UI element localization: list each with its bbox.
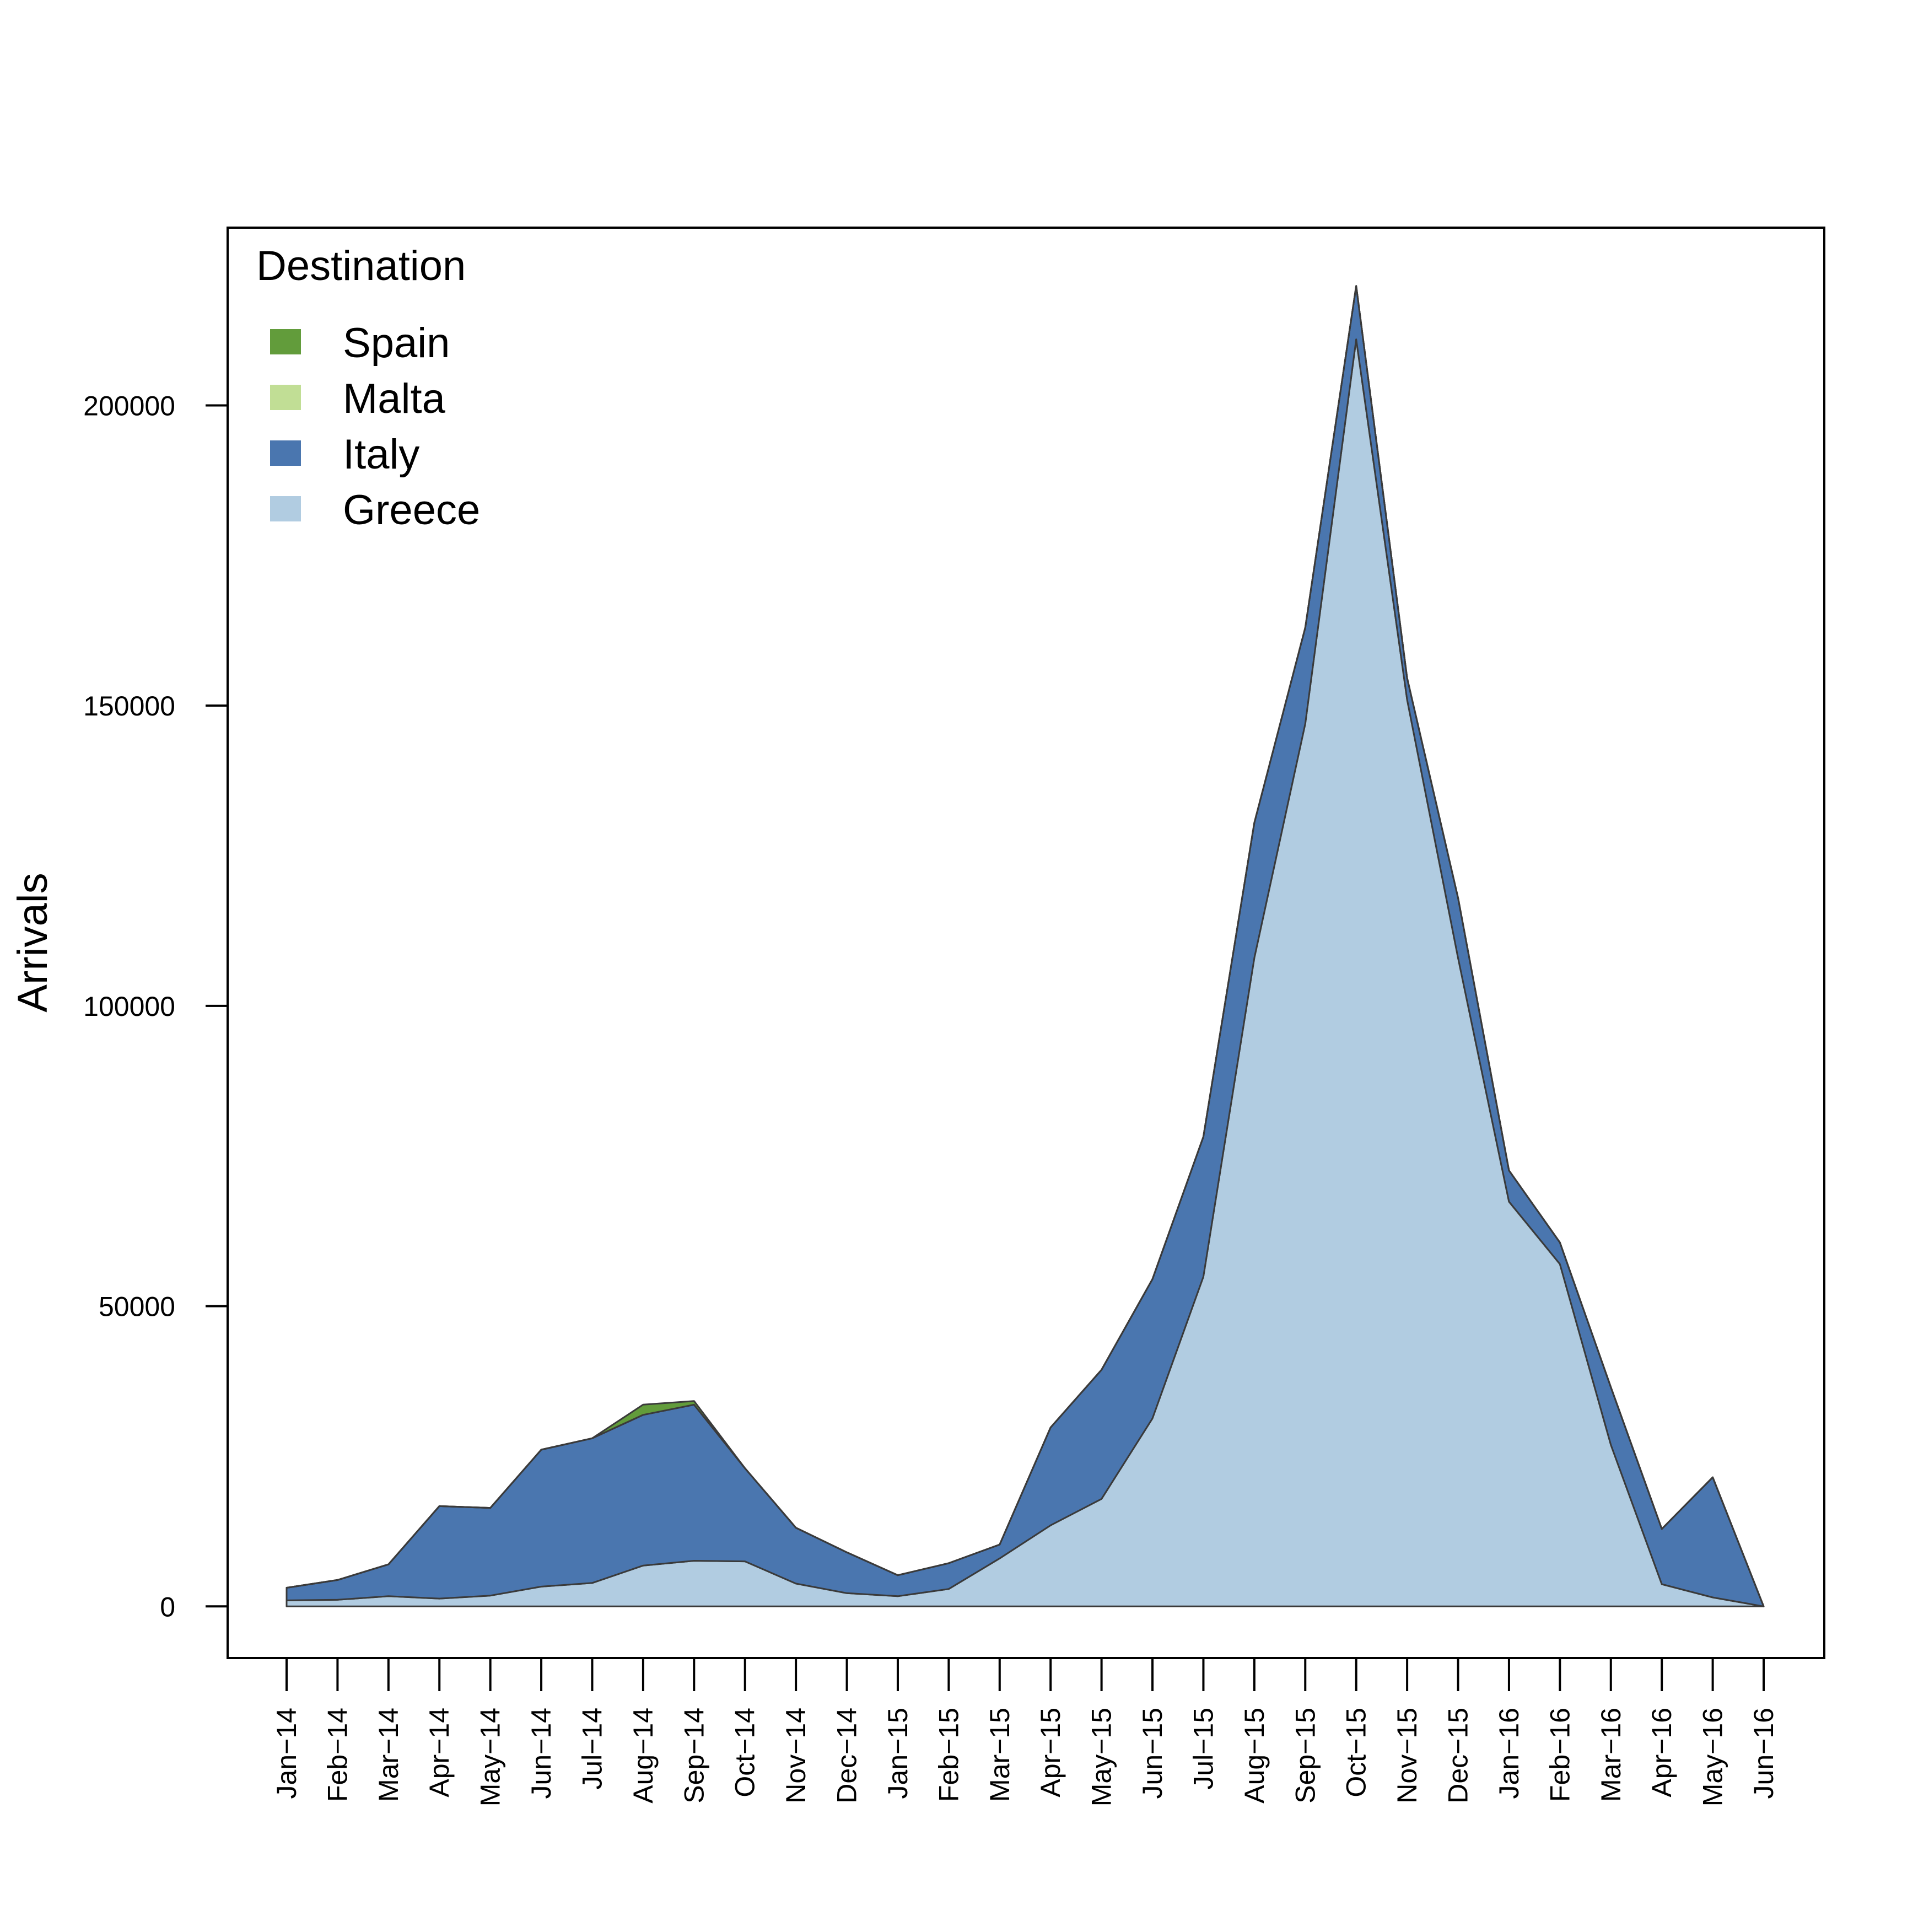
x-tick-label: Mar−15: [984, 1708, 1015, 1802]
x-tick-label: May−14: [475, 1708, 506, 1806]
areas-layer: [285, 285, 1765, 1607]
x-tick-label: Oct−14: [730, 1708, 761, 1798]
area-spain: [285, 285, 1765, 1607]
x-tick-label: Feb−15: [933, 1708, 964, 1802]
x-tick-label: Dec−15: [1443, 1708, 1474, 1804]
legend: Destination Spain Malta Italy Greece: [256, 243, 480, 534]
y-tick-label: 0: [160, 1591, 175, 1622]
x-tick-label: Jun−15: [1137, 1708, 1168, 1799]
x-tick-label: Mar−14: [373, 1708, 404, 1802]
legend-swatch-greece: [270, 496, 301, 521]
x-tick-label: Jan−15: [882, 1708, 913, 1799]
legend-swatch-malta: [270, 385, 301, 410]
x-tick-label: Oct−15: [1341, 1708, 1372, 1798]
x-tick-label: Jul−15: [1188, 1708, 1219, 1790]
x-tick-label: Sep−14: [678, 1708, 709, 1804]
x-tick-label: Apr−16: [1646, 1708, 1677, 1798]
x-tick-label: Mar−16: [1596, 1708, 1626, 1802]
x-tick-label: May−15: [1086, 1708, 1117, 1806]
y-tick-label: 150000: [83, 691, 175, 722]
x-tick-label: Jul−14: [576, 1708, 607, 1790]
x-tick-label: Feb−16: [1544, 1708, 1575, 1802]
x-tick-label: Apr−15: [1035, 1708, 1066, 1798]
x-tick-label: Aug−15: [1239, 1708, 1270, 1804]
legend-label-malta: Malta: [343, 375, 446, 422]
plot-frame: [227, 227, 1825, 1659]
legend-title: Destination: [256, 243, 466, 289]
legend-swatch-spain: [270, 329, 301, 354]
y-tick-label: 200000: [83, 390, 175, 421]
x-tick-label: Nov−15: [1392, 1708, 1422, 1804]
x-tick-label: Feb−14: [322, 1708, 353, 1802]
y-tick-label: 50000: [99, 1291, 175, 1322]
x-tick-label: Dec−14: [832, 1708, 863, 1804]
x-tick-label: Jan−16: [1494, 1708, 1524, 1799]
legend-label-greece: Greece: [343, 487, 480, 534]
x-tick-label: Jun−14: [526, 1708, 557, 1799]
legend-swatch-italy: [270, 440, 301, 466]
x-tick-label: Nov−14: [780, 1708, 811, 1804]
x-tick-label: Sep−15: [1290, 1708, 1321, 1804]
x-tick-label: Jan−14: [271, 1708, 302, 1799]
x-tick-label: May−16: [1698, 1708, 1728, 1806]
x-tick-label: Aug−14: [628, 1708, 659, 1804]
x-tick-label: Jun−16: [1748, 1708, 1779, 1799]
legend-label-italy: Italy: [343, 431, 419, 478]
legend-label-spain: Spain: [343, 320, 450, 367]
y-tick-label: 100000: [83, 991, 175, 1022]
x-tick-label: Apr−14: [424, 1708, 455, 1798]
x-axis: Jan−14 Feb−14 Mar−14 Apr−14 May−14 Jun−14 Jul−…: [271, 1658, 1779, 1806]
y-axis-title: Arrivals: [9, 873, 56, 1012]
y-axis: 0 50000 100000 150000 200000: [83, 390, 228, 1622]
